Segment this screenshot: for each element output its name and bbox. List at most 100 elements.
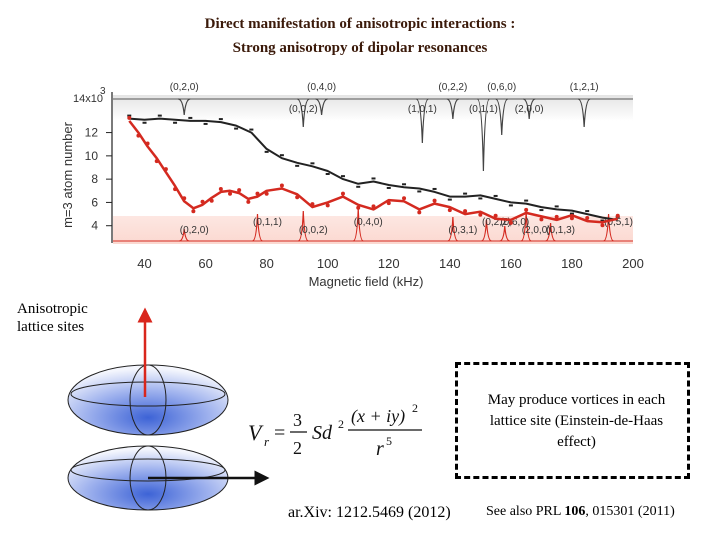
black-data-point: [493, 194, 498, 197]
black-data-point: [325, 172, 330, 175]
lower-resonance-label: (0,0,2): [299, 225, 328, 236]
upper-resonance-dip: [523, 98, 536, 120]
lower-resonance-label: (0,5,1): [604, 217, 633, 228]
black-data-point: [356, 185, 361, 188]
y-multiplier-exp: 3: [100, 86, 106, 97]
black-data-point: [432, 187, 437, 190]
black-data-point: [203, 122, 208, 125]
red-data-point: [600, 223, 605, 228]
red-data-point: [145, 141, 150, 146]
red-data-point: [585, 216, 590, 221]
see-also-prefix: See also PRL: [486, 504, 565, 519]
black-data-point: [524, 199, 529, 202]
vortex-note-line3: effect): [557, 434, 596, 450]
vortex-note-line1: May produce vortices in each: [487, 392, 666, 408]
red-data-point: [218, 186, 223, 191]
see-also-volume: 106: [564, 504, 586, 519]
red-data-point: [554, 214, 559, 219]
upper-resonance-label: (2,0,0): [515, 104, 544, 115]
series-red: [127, 115, 620, 228]
formula-lhs: V: [248, 420, 264, 445]
upper-resonance-label: (1,2,1): [570, 82, 599, 93]
upper-resonance-label: (0,0,2): [289, 104, 318, 115]
red-data-point: [402, 196, 407, 201]
lower-band: [113, 216, 633, 244]
lower-resonance-peak: [298, 210, 309, 242]
red-data-point: [237, 188, 242, 193]
upper-resonance-dip: [495, 98, 508, 136]
black-data-point: [173, 121, 178, 124]
y-ticks: 12 10 8 6 4: [85, 126, 112, 233]
lower-resonance-label: (0,1,3): [546, 225, 575, 236]
lower-resonance-label: (0,6,0): [500, 217, 529, 228]
black-data-point: [340, 175, 345, 178]
red-data-point: [524, 207, 529, 212]
lower-resonance-label: (0,1,1): [253, 217, 282, 228]
lower-resonance-peak: [499, 225, 510, 242]
series-black: [127, 114, 620, 222]
black-data-point: [508, 204, 513, 207]
red-data-point: [539, 217, 544, 222]
red-fit-line: [128, 120, 618, 224]
red-data-point: [136, 133, 141, 138]
red-data-point: [508, 220, 513, 225]
red-data-point: [264, 191, 269, 196]
y-tick-label: 10: [85, 149, 99, 163]
red-data-point: [493, 213, 498, 218]
slide-title-line2: Strong anisotropy of dipolar resonances: [232, 40, 488, 56]
lower-resonance-peak: [545, 222, 556, 242]
resonance-chart: m=3 atom number 14x10 3 Magnetic field (…: [60, 82, 644, 289]
upper-resonance-label: (0,2,0): [170, 82, 199, 93]
x-tick-label: 200: [622, 256, 644, 271]
lower-resonance-peak: [481, 219, 492, 242]
x-tick-label: 160: [500, 256, 522, 271]
vortex-note: May produce vortices in each lattice sit…: [464, 390, 689, 453]
black-data-point: [310, 162, 315, 165]
black-data-point: [585, 210, 590, 213]
side-label: Anisotropic lattice sites: [17, 300, 88, 336]
red-data-point: [478, 212, 483, 217]
x-tick-label: 40: [137, 256, 151, 271]
lower-resonance-label: (0,4,0): [354, 217, 383, 228]
lower-resonance-peak: [447, 216, 459, 242]
upper-resonance-label: (1,0,1): [408, 104, 437, 115]
black-fit-line: [129, 117, 618, 221]
y-axis-label: m=3 atom number: [60, 121, 75, 228]
x-tick-label: 180: [561, 256, 583, 271]
formula-lhs-sub: r: [264, 434, 270, 449]
black-data-point: [264, 150, 269, 153]
black-data-point: [569, 212, 574, 215]
red-data-point: [173, 187, 178, 192]
red-data-point: [417, 210, 422, 215]
formula-mid-sup: 2: [338, 417, 344, 431]
side-label-line2: lattice sites: [17, 319, 85, 335]
red-data-point: [279, 183, 284, 188]
lower-resonance-peak: [252, 213, 263, 242]
formula-coef-num: 3: [293, 410, 302, 430]
svg-text:=: =: [274, 422, 285, 444]
black-data-point: [539, 209, 544, 212]
formula-frac-num: (x + iy): [351, 406, 405, 427]
red-data-point: [191, 209, 196, 214]
lower-resonance-label: (0,2,0): [180, 225, 209, 236]
black-data-point: [463, 192, 468, 195]
lower-resonance-label: (0,2,2): [482, 217, 511, 228]
red-data-point: [246, 199, 251, 204]
upper-resonance-label: (0,2,2): [438, 82, 467, 93]
red-data-point: [154, 159, 159, 164]
upper-ellipsoid: [67, 364, 229, 436]
red-data-point: [371, 204, 376, 209]
black-data-point: [188, 116, 193, 119]
vortex-note-line2: lattice site (Einstein-de-Haas: [489, 413, 664, 429]
black-data-point: [554, 205, 559, 208]
upper-resonance-dip: [577, 98, 591, 128]
black-data-point: [218, 118, 223, 121]
upper-resonance-label: (0,6,0): [487, 82, 516, 93]
lower-resonance-peak: [603, 213, 614, 242]
formula-mid: Sd: [312, 422, 333, 444]
x-tick-label: 80: [259, 256, 273, 271]
formula-coef-den: 2: [293, 438, 302, 458]
upper-resonance-dip: [416, 98, 429, 144]
side-label-line1: Anisotropic: [17, 301, 88, 317]
red-data-point: [228, 191, 233, 196]
